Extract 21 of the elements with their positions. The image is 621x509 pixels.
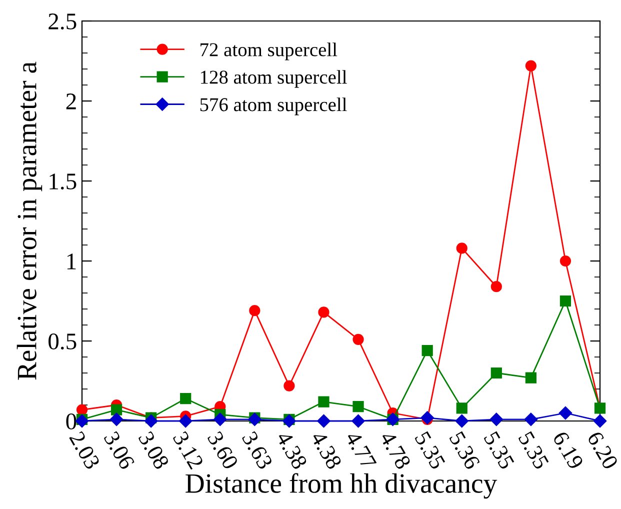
x-tick-label: 6.20 [586,430,618,470]
legend-label: 72 atom supercell [200,42,338,60]
y-axis-title: Relative error in parameter a [16,62,42,380]
x-tick-label: 3.60 [207,430,239,470]
y-tick-label: 1.5 [50,174,76,190]
x-axis-title: Distance from hh divacancy [186,473,498,499]
x-tick-label: 4.38 [310,430,342,470]
x-tick-label: 4.78 [379,430,412,470]
y-tick-label: 2.5 [48,14,76,30]
x-tick-label: 6.19 [552,430,584,470]
y-tick-label: 0 [66,413,76,430]
y-tick-label: 0.5 [48,333,76,350]
x-tick-label: 5.35 [414,430,446,470]
legend-label: 128 atom supercell [200,70,347,88]
y-tick-label: 2 [66,94,76,110]
x-tick-label: 5.35 [518,430,550,470]
y-tick-label: 1 [67,254,76,270]
x-tick-label: 4.77 [344,430,377,470]
x-tick-label: 5.35 [483,430,515,470]
legend-label: 576 atom supercell [200,98,347,116]
x-tick-label: 4.38 [276,430,308,470]
